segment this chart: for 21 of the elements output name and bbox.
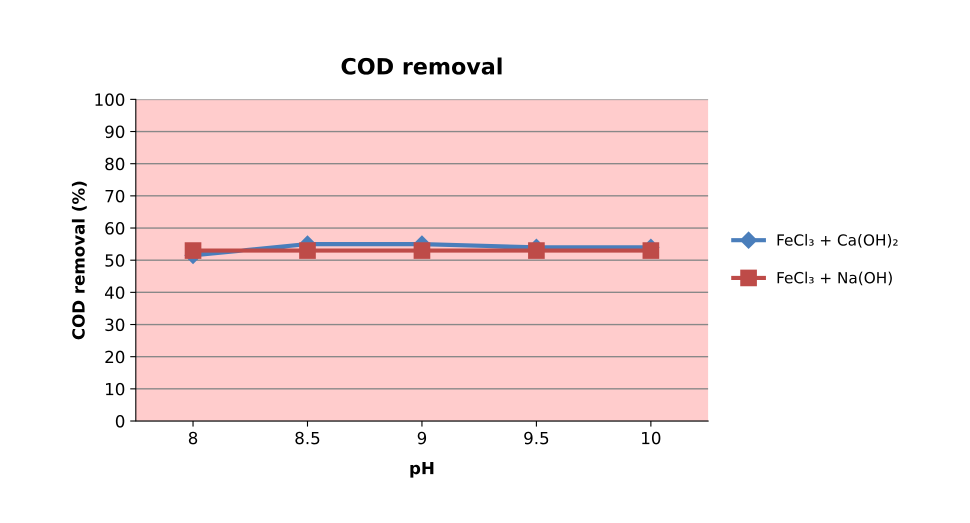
y-tick-label: 0 <box>116 414 124 428</box>
x-tick-label: 8.5 <box>295 432 320 444</box>
x-axis-title: pH <box>410 462 434 478</box>
legend-label: FeCl₃ + Ca(OH)₂ <box>778 234 898 248</box>
legend-label: FeCl₃ + Na(OH) <box>778 272 892 286</box>
y-tick-label: 10 <box>106 382 124 396</box>
x-tick-label: 10 <box>642 432 660 444</box>
y-tick-label: 20 <box>105 350 124 364</box>
y-tick-label: 30 <box>105 318 124 332</box>
x-tick-label: 9 <box>418 432 426 444</box>
y-tick-label: 90 <box>105 125 124 138</box>
y-axis-title: COD removal (%) <box>72 182 87 340</box>
y-tick-label: 100 <box>95 93 124 106</box>
y-tick-label: 80 <box>105 158 124 170</box>
x-tick-label: 8 <box>188 432 198 444</box>
x-tick-label: 9.5 <box>524 432 548 444</box>
y-tick-label: 60 <box>105 222 124 235</box>
chart-title: COD removal <box>342 57 502 75</box>
y-tick-label: 70 <box>106 190 124 202</box>
y-tick-label: 50 <box>105 254 124 267</box>
y-tick-label: 40 <box>104 286 124 299</box>
